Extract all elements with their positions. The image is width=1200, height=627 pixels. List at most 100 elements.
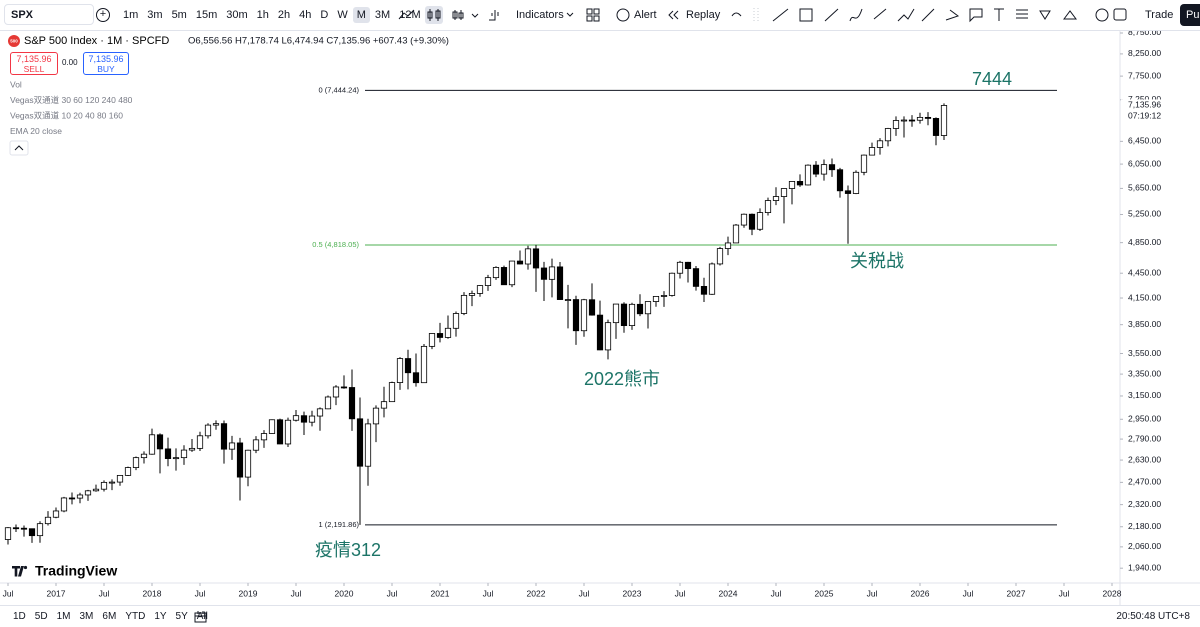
candle-body <box>836 169 844 192</box>
candle-body <box>620 303 628 327</box>
candle-body <box>540 267 548 280</box>
x-tick-label: Jul <box>1059 588 1070 598</box>
interval-button[interactable]: 2h <box>277 9 291 21</box>
interval-button[interactable]: 1h <box>256 9 269 21</box>
clock: 20:50:48 UTC+8 <box>1116 611 1190 622</box>
y-tick-label: 2,470.00 <box>1128 477 1161 487</box>
candle-body <box>820 164 828 175</box>
fib-level-label: 1 (2,191.86) <box>319 520 360 529</box>
candle-body <box>804 164 812 186</box>
goto-date-icon[interactable] <box>194 610 208 624</box>
x-tick-label: 2018 <box>143 588 162 598</box>
spread: 0.00 <box>62 58 78 67</box>
study-label: EMA 20 close <box>10 126 62 136</box>
range-button[interactable]: 6M <box>102 611 117 622</box>
candle-body <box>172 457 180 460</box>
candle-body <box>740 213 748 226</box>
range-button[interactable]: 1D <box>13 611 26 622</box>
candle-body <box>580 299 588 332</box>
candle-body <box>156 434 164 450</box>
candle-body <box>524 248 532 265</box>
candle-body <box>340 386 348 389</box>
x-tick-label: 2024 <box>719 588 738 598</box>
fib-level-label: 0.5 (4,818.05) <box>312 240 359 249</box>
interval-button[interactable]: W <box>337 9 348 21</box>
interval-button[interactable]: 4h <box>299 9 312 21</box>
candle-body <box>876 140 884 148</box>
sell-price: 7,135.96 <box>16 54 52 64</box>
drawing-tools <box>731 8 1127 23</box>
candle-body <box>356 418 364 467</box>
symbol-search[interactable]: SPX <box>4 4 94 25</box>
candle-body <box>772 196 780 201</box>
candle-body <box>300 415 308 423</box>
trade-button[interactable]: Trade <box>1145 9 1174 21</box>
candle-body <box>852 171 860 194</box>
range-button[interactable]: 1Y <box>154 611 167 622</box>
candle-body <box>604 322 612 351</box>
y-tick-label: 2,180.00 <box>1128 521 1161 531</box>
replay-button[interactable]: Replay <box>686 9 721 21</box>
collapse-button[interactable] <box>9 140 29 156</box>
candle-body <box>212 423 220 426</box>
x-tick-label: 2019 <box>239 588 258 598</box>
interval-button[interactable]: 15m <box>195 9 218 21</box>
candle-body <box>412 372 420 384</box>
x-tick-label: 2022 <box>527 588 546 598</box>
last-price-label: 7,135.96 <box>1128 100 1161 110</box>
candle-body <box>884 128 892 142</box>
study-label: Vegas双通道 30 60 120 240 480 <box>10 95 133 105</box>
candle-body <box>516 260 524 265</box>
candle-body <box>76 494 84 499</box>
interval-button[interactable]: 12M <box>399 9 421 21</box>
candle-body <box>828 164 836 171</box>
candle-body <box>532 248 540 269</box>
range-button[interactable]: 1M <box>56 611 71 622</box>
badge-text: 500 <box>10 39 18 44</box>
candle-body <box>444 327 452 338</box>
compare-button[interactable]: + <box>96 8 110 22</box>
candle-body <box>12 527 20 530</box>
candle-body <box>268 419 276 434</box>
candle-body <box>932 118 940 136</box>
range-button[interactable]: YTD <box>125 611 146 622</box>
interval-button[interactable]: 1m <box>123 9 139 21</box>
candle-body <box>380 401 388 409</box>
interval-button[interactable]: 30m <box>226 9 248 21</box>
candle-body <box>676 261 684 274</box>
candle-body <box>188 447 196 451</box>
y-tick-label: 2,790.00 <box>1128 433 1161 443</box>
y-tick-label: 2,630.00 <box>1128 454 1161 464</box>
interval-button[interactable]: M <box>352 7 370 23</box>
interval-button[interactable]: 3M <box>374 9 391 21</box>
x-tick-label: Jul <box>387 588 398 598</box>
x-tick-label: 2017 <box>47 588 66 598</box>
buy-label: BUY <box>97 64 115 74</box>
sell-button[interactable]: 7,135.96 SELL <box>10 52 58 75</box>
annotation: 7444 <box>972 69 1012 89</box>
candle-body <box>724 242 732 249</box>
candle-body <box>124 467 132 476</box>
y-tick-label: 3,850.00 <box>1128 319 1161 329</box>
interval-button[interactable]: 3m <box>147 9 163 21</box>
indicators-button[interactable]: Indicators <box>516 9 564 21</box>
publish-button[interactable]: Pu <box>1180 4 1200 26</box>
y-tick-label: 1,940.00 <box>1128 562 1161 572</box>
alert-button[interactable]: Alert <box>634 9 657 21</box>
buy-button[interactable]: 7,135.96 BUY <box>83 52 129 75</box>
last-price-marker <box>1121 99 1200 123</box>
range-button[interactable]: 5Y <box>175 611 188 622</box>
y-tick-label: 2,320.00 <box>1128 499 1161 509</box>
bottom-toolbar: 1D 5D 1M 3M 6M YTD 1Y 5Y All 20:50:48 UTC+8 <box>0 605 1200 627</box>
interval-button[interactable]: 5m <box>171 9 187 21</box>
candle-body <box>332 386 340 398</box>
y-tick-label: 6,450.00 <box>1128 136 1161 146</box>
interval-button[interactable]: D <box>320 9 329 21</box>
range-button[interactable]: 5D <box>34 611 48 622</box>
candle-body <box>52 510 60 518</box>
candle-body <box>84 490 92 496</box>
range-button[interactable]: 3M <box>79 611 94 622</box>
candle-body <box>484 277 492 286</box>
candle-body <box>732 224 740 244</box>
